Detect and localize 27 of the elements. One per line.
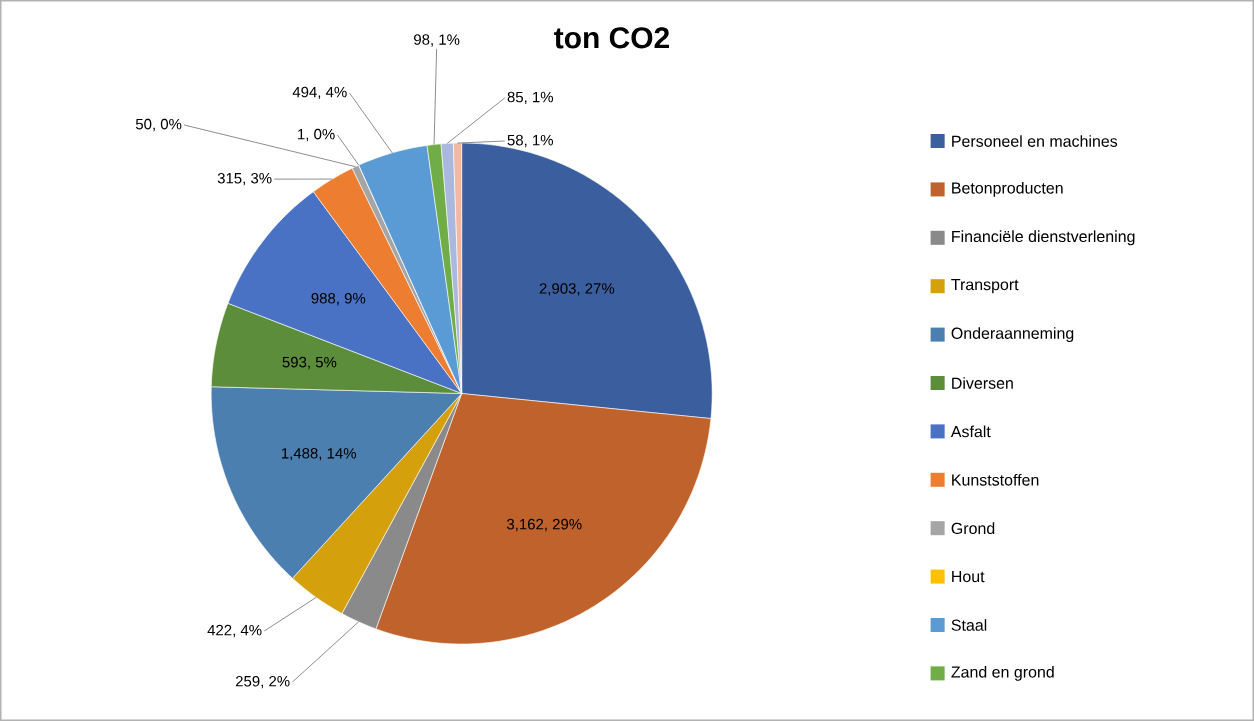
data-label: 58, 1% xyxy=(507,134,554,148)
data-label: 2,903, 27% xyxy=(539,283,615,296)
data-label: 593, 5% xyxy=(282,356,337,370)
legend-label: Zand en grond xyxy=(951,665,1054,681)
legend-label: Onderaanneming xyxy=(951,327,1074,343)
data-label: 50, 0% xyxy=(135,118,182,132)
legend-label: Grond xyxy=(951,522,995,535)
legend-label: Personeel en machines xyxy=(952,135,1118,147)
legend-label: Financiële dienstverlening xyxy=(952,230,1135,246)
legend-label: Staal xyxy=(951,619,987,631)
data-label: 1, 0% xyxy=(298,128,335,142)
data-label: 315, 3% xyxy=(217,172,272,186)
legend-label: Transport xyxy=(951,279,1019,294)
data-label: 494, 4% xyxy=(292,86,347,100)
legend-label: Hout xyxy=(952,571,985,583)
legend-label: Asfalt xyxy=(950,425,991,438)
data-label: 85, 1% xyxy=(507,91,554,105)
data-label: 259, 2% xyxy=(235,675,290,689)
legend-label: Diversen xyxy=(952,377,1013,389)
data-label: 98, 1% xyxy=(414,34,460,47)
data-label: 988, 9% xyxy=(311,293,366,306)
legend-label: Kunststoffen xyxy=(952,473,1039,486)
legend-label: Betonproducten xyxy=(952,182,1063,197)
chart-title: ton CO2 xyxy=(554,27,669,49)
data-label: 1,488, 14% xyxy=(281,448,357,461)
data-label: 3,162, 29% xyxy=(506,518,582,532)
data-label: 422, 4% xyxy=(207,624,262,638)
